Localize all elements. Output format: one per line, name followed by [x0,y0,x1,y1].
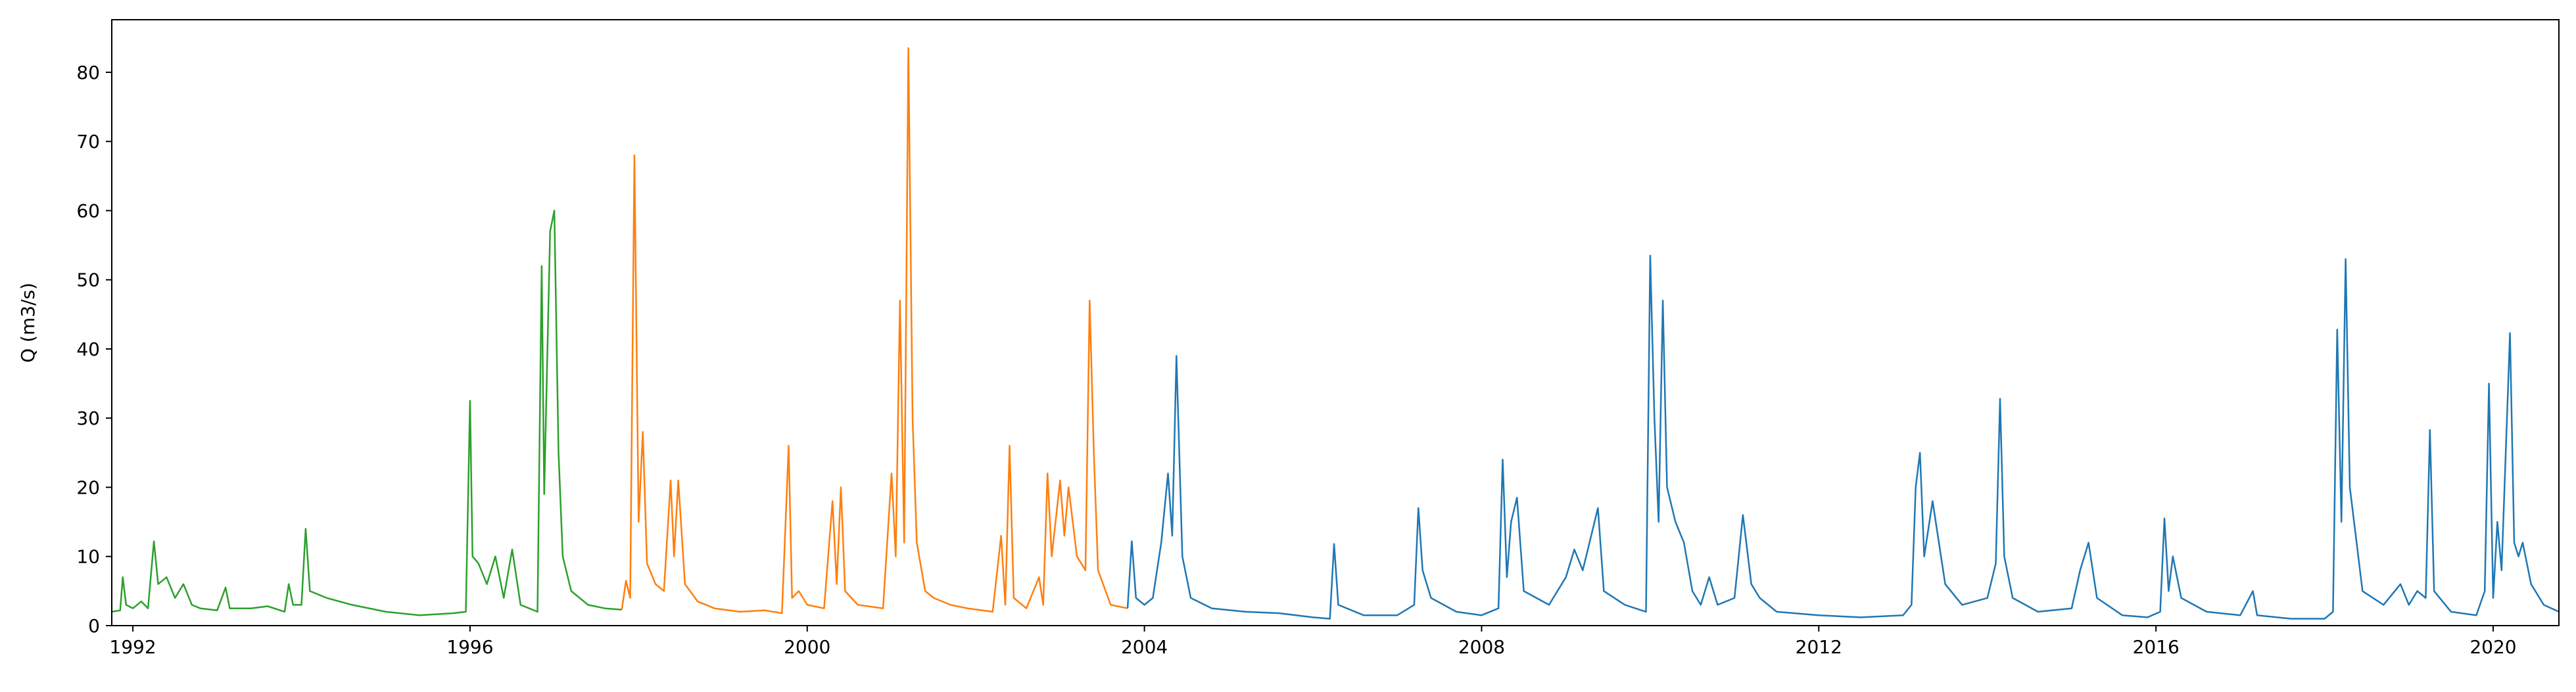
y-tick-label: 60 [76,200,100,221]
y-tick-label: 20 [76,476,100,498]
x-tick-label: 1992 [109,636,156,658]
x-tick-label: 2004 [1121,636,1168,658]
x-tick-label: 2020 [2469,636,2516,658]
plot-frame [111,19,2560,626]
series-line [1126,254,2560,620]
series-line [621,47,1128,614]
y-tick-label: 40 [76,338,100,360]
x-tick-label: 2012 [1796,636,1842,658]
x-tick-label: 2000 [784,636,830,658]
y-tick-label: 10 [76,546,100,568]
y-tick-label: 70 [76,131,100,152]
series-line [111,210,622,616]
y-tick-label: 80 [76,62,100,83]
x-tick-label: 2008 [1458,636,1505,658]
y-tick-label: 50 [76,269,100,291]
y-axis-label: Q (m3/s) [17,283,39,363]
x-tick-label: 1996 [446,636,493,658]
y-tick-label: 30 [76,407,100,429]
y-tick-label: 0 [88,615,100,637]
x-tick-label: 2016 [2133,636,2180,658]
